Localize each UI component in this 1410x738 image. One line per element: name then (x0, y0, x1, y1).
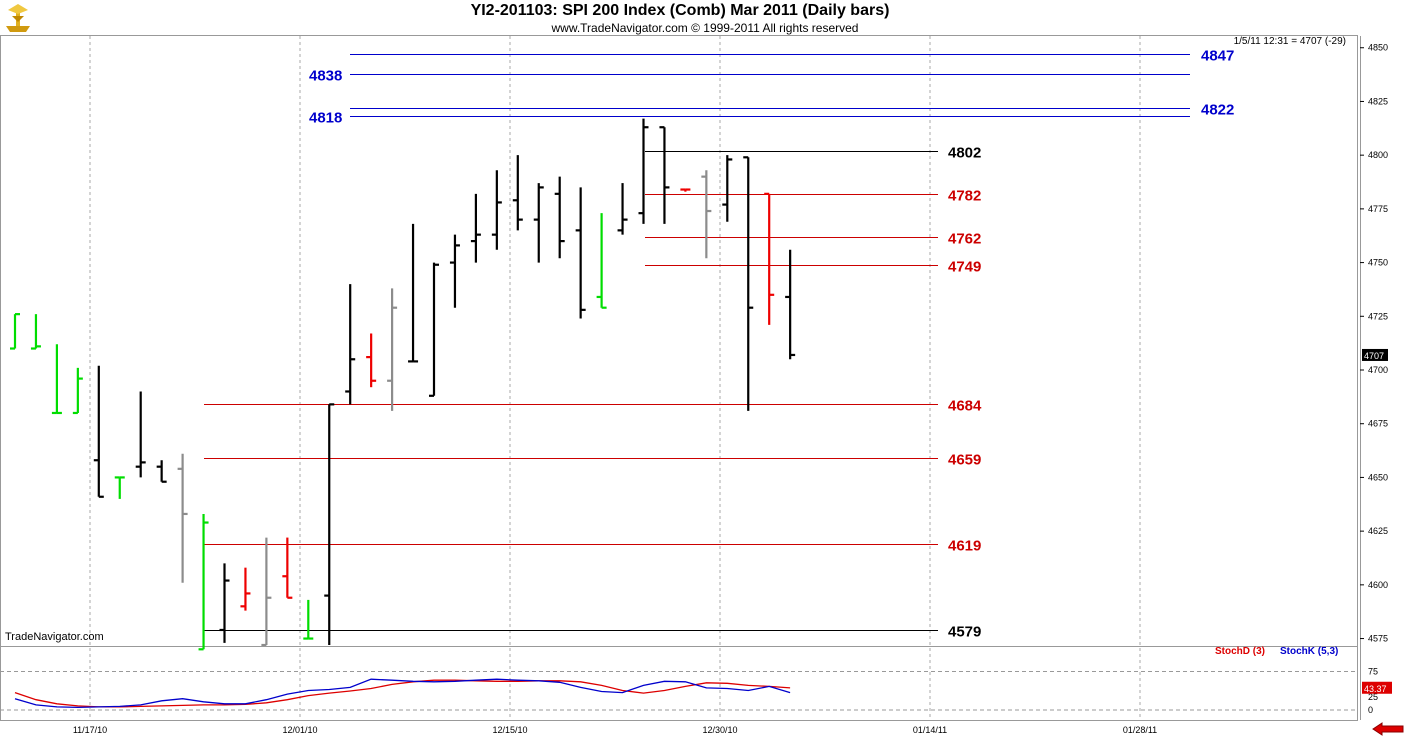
price-tick-label: 4825 (1368, 96, 1388, 106)
ohlc-bar (114, 476, 125, 499)
ohlc-bar (261, 537, 272, 647)
price-tick-label: 4775 (1368, 204, 1388, 214)
ohlc-bar (156, 460, 167, 483)
level-label: 4782 (948, 188, 981, 205)
plot-border (0, 35, 1358, 721)
stoch-series-line (14, 679, 791, 708)
ohlc-bar (51, 344, 62, 415)
ohlc-bar (785, 249, 796, 360)
ohlc-bar (575, 187, 586, 319)
stoch-last-label: 43.37 (1364, 684, 1387, 694)
stoch-series-line (14, 678, 791, 709)
level-lines: 4847 4838 4822 4818 4802 4782 4762 4749 4684 4659… (204, 48, 1234, 641)
ohlc-bar (722, 155, 733, 222)
last-price-marker (1362, 348, 1388, 361)
ohlc-bar (30, 314, 41, 350)
price-tick-label: 4625 (1368, 526, 1388, 536)
ohlc-bar (512, 155, 523, 231)
ohlc-bar (135, 391, 146, 478)
price-axis: 4575 4600 4625 4650 4675 4700 4725 4750 4775 4800… (1360, 43, 1388, 644)
stoch-tick-label: 25 (1368, 692, 1378, 702)
level-label: 4802 (948, 145, 981, 162)
ohlc-bar (449, 234, 460, 308)
ohlc-bar (429, 262, 439, 397)
last-quote: 1/5/11 12:31 = 4707 (-29) (1233, 36, 1346, 47)
price-tick-label: 4700 (1368, 365, 1388, 375)
ohlc-bar (72, 367, 83, 415)
ohlc-bar (93, 365, 104, 498)
ohlc-bar (701, 170, 712, 259)
last-price-label: 4707 (1364, 351, 1384, 361)
level-label: 4838 (309, 68, 342, 85)
ohlc-bar (198, 513, 209, 651)
ohlc-bar (366, 333, 377, 388)
date-tick-label: 11/17/10 (73, 725, 107, 735)
ohlc-bar (408, 223, 419, 363)
level-label: 4847 (1201, 48, 1234, 65)
price-bars (10, 118, 796, 651)
ohlc-bar (219, 563, 230, 643)
chart-title: YI2-201103: SPI 200 Index (Comb) Mar 201… (470, 2, 890, 19)
ohlc-bar (470, 193, 481, 263)
stoch-k-legend: StochK (5,3) (1280, 646, 1339, 657)
date-tick-label: 01/28/11 (1123, 725, 1157, 735)
ohlc-bar (764, 192, 775, 325)
ohlc-bar (533, 183, 544, 263)
chart-gridlines (89, 36, 1141, 720)
ohlc-bar (177, 453, 188, 583)
ohlc-bar (743, 156, 754, 411)
trade-navigator-logo-icon (6, 4, 30, 32)
level-label: 4619 (948, 538, 981, 555)
ohlc-bar (10, 313, 20, 350)
level-label: 4822 (1201, 102, 1234, 119)
level-label: 4659 (948, 452, 981, 469)
stochastic-panel: 0 25 75 43.37 (0, 667, 1392, 715)
ohlc-bar (680, 188, 691, 192)
date-tick-label: 01/14/11 (913, 725, 947, 735)
stoch-tick-label: 0 (1368, 705, 1373, 715)
date-axis: 11/17/10 12/01/10 12/15/10 12/30/10 01/14/11… (73, 725, 1157, 735)
level-label: 4818 (309, 110, 342, 127)
level-label: 4579 (948, 624, 981, 641)
date-tick-label: 12/30/10 (702, 725, 737, 735)
stoch-last-marker (1362, 681, 1392, 694)
chart-subtitle: www.TradeNavigator.com © 1999-2011 All r… (551, 21, 859, 35)
ohlc-bar (491, 170, 502, 250)
price-tick-label: 4600 (1368, 580, 1388, 590)
ohlc-bar (659, 126, 670, 224)
ohlc-bar (324, 403, 335, 645)
ohlc-bar (617, 183, 628, 235)
ohlc-bar (282, 537, 293, 599)
ohlc-bar (554, 176, 565, 259)
ohlc-bar (596, 213, 607, 309)
ohlc-bar (303, 599, 314, 640)
price-tick-label: 4650 (1368, 472, 1388, 482)
level-label: 4684 (948, 398, 982, 415)
ohlc-bar (345, 284, 356, 405)
level-label: 4749 (948, 259, 981, 276)
price-tick-label: 4800 (1368, 150, 1388, 160)
price-tick-label: 4575 (1368, 634, 1388, 644)
ohlc-bar (638, 118, 649, 224)
chart-frame (0, 35, 1361, 721)
price-tick-label: 4750 (1368, 258, 1388, 268)
scroll-left-arrow-icon[interactable] (1372, 722, 1404, 736)
level-label: 4762 (948, 231, 981, 248)
date-tick-label: 12/15/10 (492, 725, 527, 735)
date-tick-label: 12/01/10 (282, 725, 317, 735)
stoch-tick-label: 75 (1368, 667, 1378, 677)
ohlc-bar (387, 288, 398, 411)
price-tick-label: 4675 (1368, 419, 1388, 429)
ohlc-bar (240, 567, 251, 611)
stoch-d-legend: StochD (3) (1215, 646, 1265, 657)
price-tick-label: 4725 (1368, 311, 1388, 321)
brand-watermark: TradeNavigator.com (5, 631, 104, 643)
price-tick-label: 4850 (1368, 43, 1388, 53)
